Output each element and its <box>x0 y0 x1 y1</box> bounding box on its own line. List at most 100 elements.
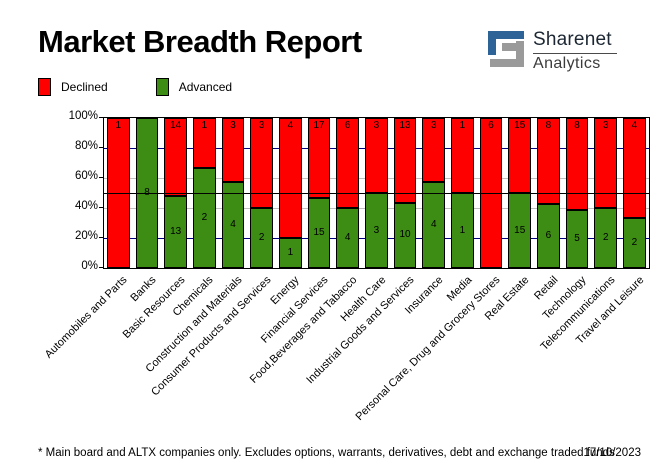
declined-value: 8 <box>545 120 552 132</box>
declined-value: 15 <box>514 120 526 131</box>
y-tick-label-20: 20% <box>74 230 98 242</box>
declined-swatch <box>38 78 51 96</box>
declined-value: 8 <box>574 120 580 132</box>
advanced-swatch <box>155 78 169 96</box>
advanced-segment: 10 <box>393 202 417 268</box>
sharenet-logo: Sharenet Analytics <box>486 29 617 73</box>
advanced-value: 1 <box>459 224 466 236</box>
declined-segment: 4 <box>279 118 302 238</box>
page-title: Market Breadth Report <box>38 24 362 59</box>
logo-division: Analytics <box>533 55 601 72</box>
plot-area: 1814131234324117156433131034116151586853… <box>103 117 650 269</box>
declined-value: 4 <box>631 120 638 131</box>
declined-value: 6 <box>344 120 351 131</box>
footnote: * Main board and ALTX companies only. Ex… <box>38 447 615 459</box>
advanced-value: 5 <box>574 233 580 245</box>
declined-segment: 15 <box>508 118 532 193</box>
declined-value: 13 <box>399 120 411 132</box>
y-tick-mark-20 <box>99 237 103 238</box>
declined-value: 1 <box>115 120 122 131</box>
declined-segment: 3 <box>594 118 618 208</box>
declined-segment: 14 <box>164 118 188 196</box>
chart-legend: Declined Advanced <box>38 78 280 96</box>
declined-segment: 1 <box>451 118 474 193</box>
declined-value: 6 <box>488 120 494 131</box>
bar-15: 15 15 <box>505 118 534 268</box>
advanced-value: 4 <box>430 219 437 231</box>
declined-value: 1 <box>459 120 466 131</box>
advanced-segment: 1 <box>451 193 474 268</box>
declined-segment: 3 <box>250 118 274 208</box>
declined-label: Declined <box>61 80 108 94</box>
advanced-segment: 5 <box>565 210 589 268</box>
declined-value: 3 <box>230 120 236 132</box>
legend-item-advanced: Advanced <box>155 78 233 96</box>
y-tick-mark-100 <box>99 117 103 118</box>
y-tick-mark-40 <box>99 207 103 208</box>
bar-8: 17 15 <box>305 118 334 268</box>
legend-item-declined: Declined <box>38 78 108 96</box>
y-tick-label-0: 0% <box>81 260 98 272</box>
advanced-value: 2 <box>258 232 265 243</box>
declined-value: 3 <box>373 120 380 131</box>
declined-value: 3 <box>430 120 437 132</box>
declined-segment: 6 <box>336 118 360 208</box>
advanced-value: 15 <box>313 226 325 238</box>
advanced-value: 4 <box>230 219 236 231</box>
advanced-segment: 4 <box>422 182 446 268</box>
advanced-segment: 4 <box>221 182 245 268</box>
report-date: 17/10/2023 <box>583 447 641 459</box>
declined-segment: 13 <box>393 118 417 203</box>
advanced-segment: 1 <box>279 238 302 268</box>
advanced-value: 1 <box>287 247 294 258</box>
advanced-value: 13 <box>170 225 182 237</box>
advanced-value: 2 <box>631 237 638 248</box>
advanced-value: 6 <box>545 229 552 241</box>
advanced-value: 10 <box>399 229 411 241</box>
y-tick-label-40: 40% <box>74 200 98 212</box>
bar-3: 14 13 <box>161 118 190 268</box>
sharenet-logo-icon <box>488 31 524 67</box>
fifty-percent-line <box>104 193 649 194</box>
declined-value: 3 <box>258 120 265 131</box>
advanced-segment: 3 <box>365 193 388 268</box>
advanced-segment: 2 <box>623 218 646 268</box>
y-tick-mark-60 <box>99 177 103 178</box>
advanced-segment: 6 <box>537 203 560 268</box>
advanced-value: 8 <box>144 188 150 198</box>
advanced-segment: 15 <box>307 197 331 268</box>
logo-text: Sharenet Analytics <box>533 29 617 73</box>
advanced-value: 2 <box>201 212 208 223</box>
advanced-segment: 13 <box>164 195 188 268</box>
y-tick-label-60: 60% <box>74 170 98 182</box>
advanced-value: 2 <box>602 232 609 243</box>
advanced-label: Advanced <box>178 80 233 94</box>
declined-value: 4 <box>287 120 294 131</box>
declined-segment: 3 <box>221 118 245 183</box>
declined-segment: 3 <box>365 118 388 193</box>
y-tick-mark-80 <box>99 147 103 148</box>
y-tick-mark-0 <box>99 267 103 268</box>
advanced-value: 3 <box>373 224 380 236</box>
logo-divider <box>533 53 617 54</box>
advanced-segment: 2 <box>250 208 274 268</box>
declined-value: 17 <box>313 120 325 131</box>
x-axis-labels: Automobiles and Parts Banks Basic Resource… <box>43 268 648 438</box>
declined-segment: 1 <box>193 118 216 168</box>
advanced-value: 4 <box>344 232 351 243</box>
declined-segment: 4 <box>623 118 646 218</box>
y-tick-label-100: 100% <box>68 110 98 122</box>
declined-segment: 8 <box>537 118 560 204</box>
advanced-segment: 2 <box>193 168 216 268</box>
declined-value: 1 <box>201 120 208 131</box>
declined-value: 3 <box>602 120 609 131</box>
